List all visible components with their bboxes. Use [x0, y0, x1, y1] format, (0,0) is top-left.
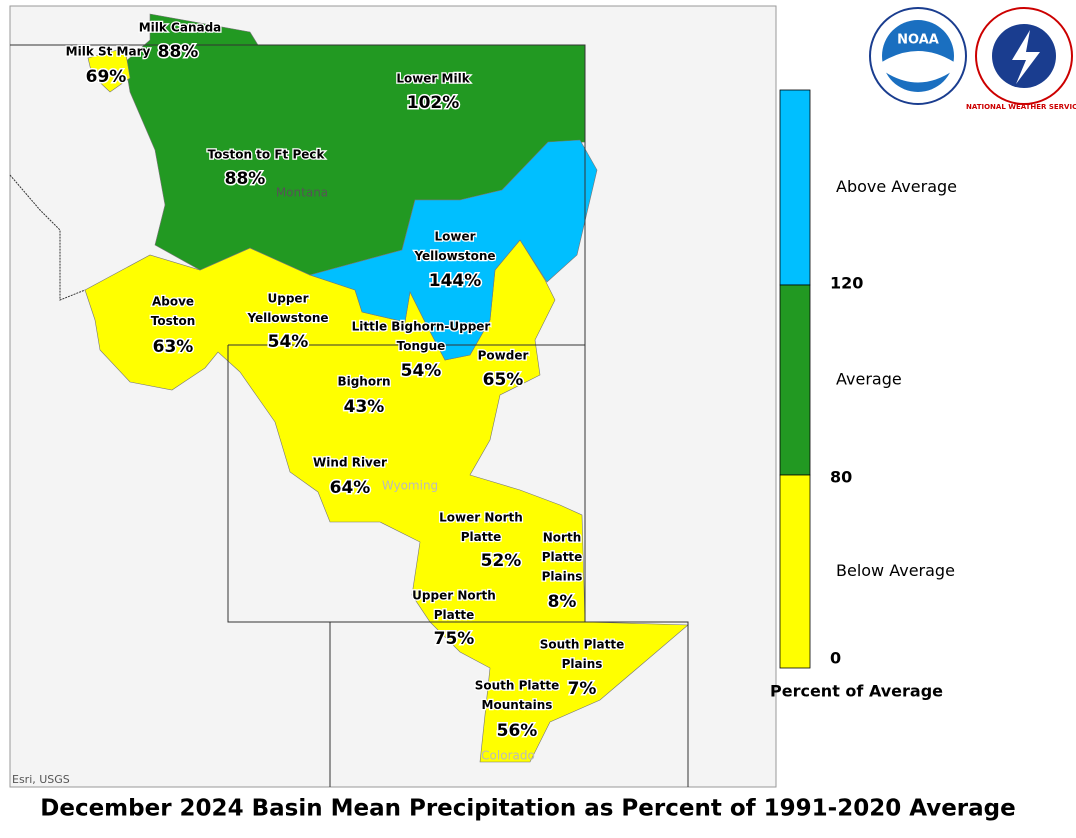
basin-value: 54%	[268, 332, 309, 352]
legend-break: 80	[830, 468, 852, 487]
legend: Above Average Average Below Average 120 80 0 P…	[770, 89, 957, 701]
basin-name: Powder	[478, 349, 529, 363]
basin-value: 56%	[497, 721, 538, 741]
basin-value: 8%	[548, 592, 577, 612]
basin-name: Platte	[461, 530, 502, 544]
basin-value: 64%	[330, 478, 371, 498]
basin-name: Upper North	[412, 589, 496, 603]
legend-title: Percent of Average	[770, 682, 943, 701]
title: December 2024 Basin Mean Precipitation a…	[40, 796, 1015, 822]
basin-name: Bighorn	[337, 375, 390, 389]
credit: Esri, USGS	[12, 773, 70, 786]
basin-value: 65%	[483, 370, 524, 390]
basin-name: Platte	[542, 550, 583, 564]
basin-region	[87, 47, 131, 93]
basin-value: 7%	[568, 679, 597, 699]
basin-name: Wind River	[313, 456, 387, 470]
basin-name: North	[543, 531, 581, 545]
basin-name: South Platte	[540, 638, 625, 652]
basin-value: 63%	[153, 337, 194, 357]
basin-value: 75%	[434, 629, 475, 649]
basin-value: 54%	[401, 361, 442, 381]
basin-name: Yellowstone	[413, 249, 495, 263]
basin-name: Plains	[542, 570, 583, 584]
basin-value: 43%	[344, 397, 385, 417]
basin-name: Mountains	[482, 698, 553, 712]
basin-name: Lower Milk	[396, 72, 470, 86]
legend-break: 120	[830, 274, 863, 293]
place-label: Wyoming	[382, 479, 438, 493]
noaa-text: NOAA	[897, 33, 939, 48]
basin-name: Platte	[434, 608, 475, 622]
basin-value: 69%	[86, 67, 127, 87]
legend-class: Below Average	[836, 561, 955, 580]
basin-name: Milk Canada	[139, 21, 222, 35]
regions	[84, 13, 689, 763]
basin-name: Lower North	[439, 511, 523, 525]
place-label: Colorado	[481, 749, 535, 763]
noaa-logo: NOAA	[869, 7, 967, 105]
legend-swatch	[779, 474, 811, 669]
legend-swatch	[779, 284, 811, 476]
basin-value: 88%	[158, 42, 199, 62]
basin-name: Toston to Ft Peck	[208, 148, 326, 162]
basin-value: 52%	[481, 551, 522, 571]
nws-logo: NATIONAL WEATHER SERVICE	[966, 7, 1076, 111]
basin-name: Lower	[434, 230, 475, 244]
basin-name: Toston	[151, 314, 196, 328]
basin-value: 88%	[225, 169, 266, 189]
basin-name: Above	[152, 295, 194, 309]
state-lines	[9, 44, 689, 787]
basin-name: Plains	[562, 657, 603, 671]
place-label: Montana	[276, 186, 328, 200]
legend-break: 0	[830, 649, 841, 668]
nws-text: NATIONAL WEATHER SERVICE	[966, 103, 1076, 111]
legend-class: Above Average	[836, 177, 957, 196]
legend-swatch	[779, 89, 811, 286]
basin-name: Little Bighorn-Upper	[352, 320, 491, 334]
legend-class: Average	[836, 370, 902, 389]
basin-region	[308, 139, 598, 361]
basin-value: 144%	[429, 271, 482, 291]
basin-name: Yellowstone	[246, 311, 328, 325]
basin-labels: Milk Canada 88% Milk St Mary 69% Lower Milk 1…	[64, 19, 625, 742]
basin-name: Milk St Mary	[66, 45, 151, 59]
basin-name: South Platte	[475, 679, 560, 693]
basin-name: Upper	[268, 292, 309, 306]
basin-name: Tongue	[397, 339, 446, 353]
basin-value: 102%	[407, 93, 460, 113]
